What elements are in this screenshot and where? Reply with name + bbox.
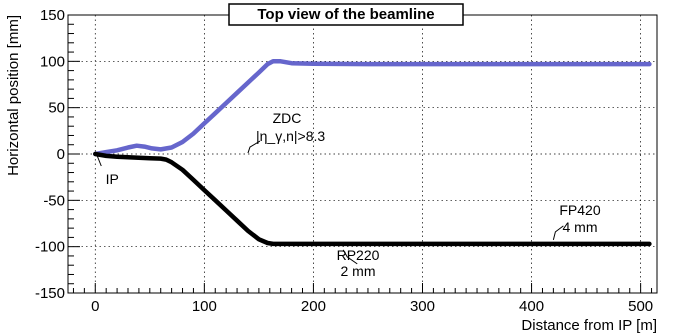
y-tick-label: 50 — [48, 100, 65, 117]
x-tick-label: 0 — [91, 298, 99, 315]
y-tick-label: 100 — [40, 53, 65, 70]
label-fp420: FP420 — [559, 202, 600, 218]
axis-ticks — [68, 14, 653, 294]
label-rp220: RP220 — [337, 247, 380, 263]
x-axis-label: Distance from IP [m] — [521, 317, 657, 334]
pointer-fp420 — [552, 225, 564, 241]
pointer-zdc — [247, 140, 261, 154]
pointer-rp220 — [342, 249, 358, 265]
y-tick-label: 0 — [57, 146, 65, 163]
label-rp220-size: 2 mm — [341, 263, 376, 279]
pointer-ip — [96, 155, 102, 167]
x-tick-label: 500 — [628, 298, 653, 315]
label-ip: IP — [106, 171, 119, 187]
title-box — [228, 3, 464, 26]
tick-labels: 0 100 200 300 400 500 -150 -100 -50 0 50 100 150 — [35, 7, 653, 315]
annotation-zdc: ZDC |η_γ,n|>8.3 — [247, 110, 325, 154]
label-zdc-cut: |η_γ,n|>8.3 — [256, 128, 325, 144]
label-fp420-size: 4 mm — [563, 219, 598, 235]
y-tick-label: -150 — [35, 285, 65, 302]
y-axis-label: Horizontal position [mm] — [5, 15, 22, 176]
y-tick-label: -100 — [35, 239, 65, 256]
x-tick-label: 400 — [519, 298, 544, 315]
x-tick-label: 200 — [301, 298, 326, 315]
x-tick-label: 300 — [410, 298, 435, 315]
y-tick-label: 150 — [40, 7, 65, 24]
y-tick-label: -50 — [43, 192, 65, 209]
chart-title: Top view of the beamline — [257, 6, 434, 23]
x-tick-label: 100 — [192, 298, 217, 315]
series-group — [93, 59, 652, 247]
series-line-1 — [93, 59, 652, 157]
annotation-ip: IP — [96, 155, 119, 187]
label-zdc: ZDC — [273, 110, 302, 126]
series-line-2 — [93, 151, 652, 247]
